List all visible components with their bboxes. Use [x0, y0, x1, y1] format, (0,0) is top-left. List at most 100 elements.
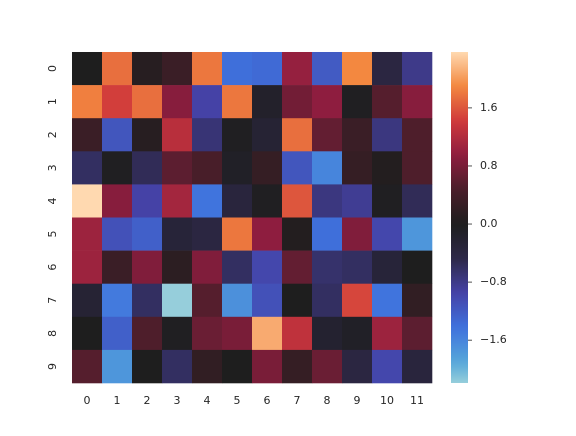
heatmap-cell — [132, 349, 163, 384]
heatmap-cell — [402, 52, 433, 86]
heatmap-cell — [312, 217, 343, 251]
heatmap-cell — [222, 151, 253, 185]
heatmap-cell — [72, 118, 103, 152]
heatmap-cell — [282, 250, 313, 284]
heatmap-cell — [342, 118, 373, 152]
y-tick-label: 2 — [46, 131, 59, 138]
heatmap-cell — [102, 250, 133, 284]
colorbar-tick-label: 0.8 — [480, 159, 498, 172]
heatmap-cell — [402, 151, 433, 185]
y-tick-label: 3 — [46, 164, 59, 171]
heatmap-cell — [132, 151, 163, 185]
heatmap-cell — [162, 85, 193, 119]
heatmap-cell — [162, 151, 193, 185]
x-tick-label: 6 — [264, 394, 271, 407]
y-tick-label: 1 — [46, 98, 59, 105]
heatmap-cell — [72, 85, 103, 119]
heatmap-cell — [312, 52, 343, 86]
heatmap-cell — [312, 349, 343, 384]
y-tick-label: 9 — [46, 363, 59, 370]
heatmap-cell — [132, 52, 163, 86]
heatmap-cell — [342, 316, 373, 351]
colorbar-tick-label: 1.6 — [480, 101, 498, 114]
heatmap-cell — [192, 316, 223, 351]
heatmap-cell — [252, 250, 283, 284]
heatmap-cell — [192, 184, 223, 218]
heatmap-cell — [222, 316, 253, 351]
heatmap-cell — [162, 250, 193, 284]
heatmap-cell — [312, 151, 343, 185]
heatmap-cell — [282, 316, 313, 351]
heatmap-cell — [192, 217, 223, 251]
heatmap-cell — [252, 184, 283, 218]
heatmap-cell — [72, 283, 103, 318]
heatmap-cell — [132, 250, 163, 284]
x-tick-label: 2 — [144, 394, 151, 407]
heatmap-cell — [372, 85, 403, 119]
heatmap-cell — [402, 316, 433, 351]
heatmap-cell — [72, 151, 103, 185]
heatmap-cell — [282, 283, 313, 318]
heatmap-cell — [372, 184, 403, 218]
heatmap-cell — [72, 52, 103, 86]
x-tick-label: 1 — [114, 394, 121, 407]
heatmap-cell — [342, 349, 373, 384]
heatmap-cell — [402, 85, 433, 119]
heatmap-cell — [342, 217, 373, 251]
heatmap-cell — [342, 85, 373, 119]
x-tick-label: 7 — [294, 394, 301, 407]
heatmap-cell — [222, 85, 253, 119]
heatmap-cell — [282, 52, 313, 86]
heatmap-cell — [102, 52, 133, 86]
heatmap-cell — [222, 283, 253, 318]
heatmap-cell — [162, 52, 193, 86]
heatmap-cell — [372, 283, 403, 318]
heatmap-cell — [252, 316, 283, 351]
heatmap-cell — [282, 118, 313, 152]
x-tick-label: 5 — [234, 394, 241, 407]
x-tick-label: 9 — [354, 394, 361, 407]
y-tick-label: 4 — [46, 197, 59, 204]
heatmap-cell — [372, 217, 403, 251]
heatmap-cell — [102, 85, 133, 119]
heatmap-cell — [102, 283, 133, 318]
y-tick-label: 5 — [46, 231, 59, 238]
x-tick-label: 3 — [174, 394, 181, 407]
heatmap-cell — [402, 184, 433, 218]
heatmap-cell — [282, 349, 313, 384]
heatmap-cell — [372, 316, 403, 351]
heatmap-cell — [312, 283, 343, 318]
heatmap-cell — [402, 250, 433, 284]
heatmap-cell — [192, 118, 223, 152]
x-tick-label: 4 — [204, 394, 211, 407]
y-tick-label: 7 — [46, 297, 59, 304]
colorbar — [451, 52, 468, 383]
heatmap-cell — [342, 184, 373, 218]
y-tick-label: 6 — [46, 264, 59, 271]
heatmap-cell — [342, 283, 373, 318]
heatmap-cell — [102, 118, 133, 152]
heatmap-cell — [222, 217, 253, 251]
heatmap-cell — [162, 349, 193, 384]
heatmap-cell — [102, 151, 133, 185]
heatmap-cell — [372, 349, 403, 384]
heatmap-cell — [72, 184, 103, 218]
heatmap-cell — [372, 118, 403, 152]
heatmap-cell — [162, 283, 193, 318]
heatmap-cell — [132, 85, 163, 119]
heatmap-cell — [162, 184, 193, 218]
heatmap-cell — [162, 217, 193, 251]
heatmap-cell — [192, 283, 223, 318]
colorbar-tick-label: −0.8 — [480, 275, 507, 288]
heatmap-cell — [282, 85, 313, 119]
heatmap-cell — [312, 316, 343, 351]
heatmap-cell — [342, 151, 373, 185]
heatmap-cell — [132, 316, 163, 351]
heatmap-cell — [192, 349, 223, 384]
y-tick-label: 0 — [46, 65, 59, 72]
x-tick-label: 8 — [324, 394, 331, 407]
heatmap-cell — [252, 118, 283, 152]
heatmap-cell — [162, 118, 193, 152]
heatmap-cell — [192, 85, 223, 119]
heatmap-cell — [402, 118, 433, 152]
